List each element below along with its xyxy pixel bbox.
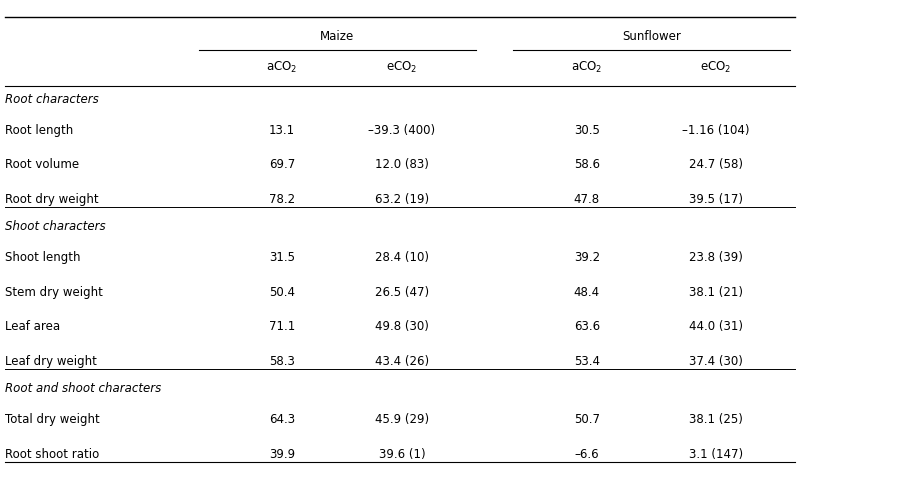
Text: 58.6: 58.6 bbox=[574, 158, 600, 171]
Text: aCO$_2$: aCO$_2$ bbox=[571, 60, 602, 75]
Text: 37.4 (30): 37.4 (30) bbox=[689, 355, 743, 368]
Text: 71.1: 71.1 bbox=[269, 320, 295, 334]
Text: Root length: Root length bbox=[5, 124, 73, 137]
Text: Leaf dry weight: Leaf dry weight bbox=[5, 355, 96, 368]
Text: –6.6: –6.6 bbox=[575, 448, 599, 461]
Text: eCO$_2$: eCO$_2$ bbox=[700, 60, 732, 75]
Text: 69.7: 69.7 bbox=[269, 158, 295, 171]
Text: Root shoot ratio: Root shoot ratio bbox=[5, 448, 99, 461]
Text: 39.5 (17): 39.5 (17) bbox=[689, 193, 743, 206]
Text: 39.9: 39.9 bbox=[269, 448, 295, 461]
Text: Shoot length: Shoot length bbox=[5, 251, 80, 264]
Text: Stem dry weight: Stem dry weight bbox=[5, 286, 103, 299]
Text: 12.0 (83): 12.0 (83) bbox=[375, 158, 429, 171]
Text: Root and shoot characters: Root and shoot characters bbox=[5, 382, 161, 395]
Text: eCO$_2$: eCO$_2$ bbox=[386, 60, 418, 75]
Text: 28.4 (10): 28.4 (10) bbox=[375, 251, 429, 264]
Text: 26.5 (47): 26.5 (47) bbox=[375, 286, 429, 299]
Text: 43.4 (26): 43.4 (26) bbox=[375, 355, 429, 368]
Text: 24.7 (58): 24.7 (58) bbox=[689, 158, 743, 171]
Text: –1.16 (104): –1.16 (104) bbox=[682, 124, 750, 137]
Text: 63.6: 63.6 bbox=[574, 320, 600, 334]
Text: Leaf area: Leaf area bbox=[5, 320, 60, 334]
Text: Shoot characters: Shoot characters bbox=[5, 220, 105, 233]
Text: Total dry weight: Total dry weight bbox=[5, 413, 100, 426]
Text: 44.0 (31): 44.0 (31) bbox=[689, 320, 743, 334]
Text: 39.2: 39.2 bbox=[574, 251, 600, 264]
Text: 30.5: 30.5 bbox=[574, 124, 600, 137]
Text: 78.2: 78.2 bbox=[269, 193, 295, 206]
Text: 13.1: 13.1 bbox=[269, 124, 295, 137]
Text: 45.9 (29): 45.9 (29) bbox=[375, 413, 429, 426]
Text: 38.1 (25): 38.1 (25) bbox=[689, 413, 743, 426]
Text: 50.7: 50.7 bbox=[574, 413, 600, 426]
Text: 63.2 (19): 63.2 (19) bbox=[375, 193, 429, 206]
Text: 47.8: 47.8 bbox=[574, 193, 600, 206]
Text: 48.4: 48.4 bbox=[574, 286, 600, 299]
Text: 49.8 (30): 49.8 (30) bbox=[375, 320, 429, 334]
Text: 39.6 (1): 39.6 (1) bbox=[379, 448, 425, 461]
Text: Root dry weight: Root dry weight bbox=[5, 193, 98, 206]
Text: 23.8 (39): 23.8 (39) bbox=[689, 251, 743, 264]
Text: 38.1 (21): 38.1 (21) bbox=[689, 286, 743, 299]
Text: 64.3: 64.3 bbox=[269, 413, 295, 426]
Text: 50.4: 50.4 bbox=[269, 286, 295, 299]
Text: Sunflower: Sunflower bbox=[622, 29, 681, 43]
Text: Maize: Maize bbox=[320, 29, 355, 43]
Text: Root characters: Root characters bbox=[5, 93, 98, 106]
Text: 53.4: 53.4 bbox=[574, 355, 600, 368]
Text: Root volume: Root volume bbox=[5, 158, 79, 171]
Text: –39.3 (400): –39.3 (400) bbox=[369, 124, 435, 137]
Text: 31.5: 31.5 bbox=[269, 251, 295, 264]
Text: aCO$_2$: aCO$_2$ bbox=[266, 60, 298, 75]
Text: 3.1 (147): 3.1 (147) bbox=[689, 448, 743, 461]
Text: 58.3: 58.3 bbox=[269, 355, 295, 368]
